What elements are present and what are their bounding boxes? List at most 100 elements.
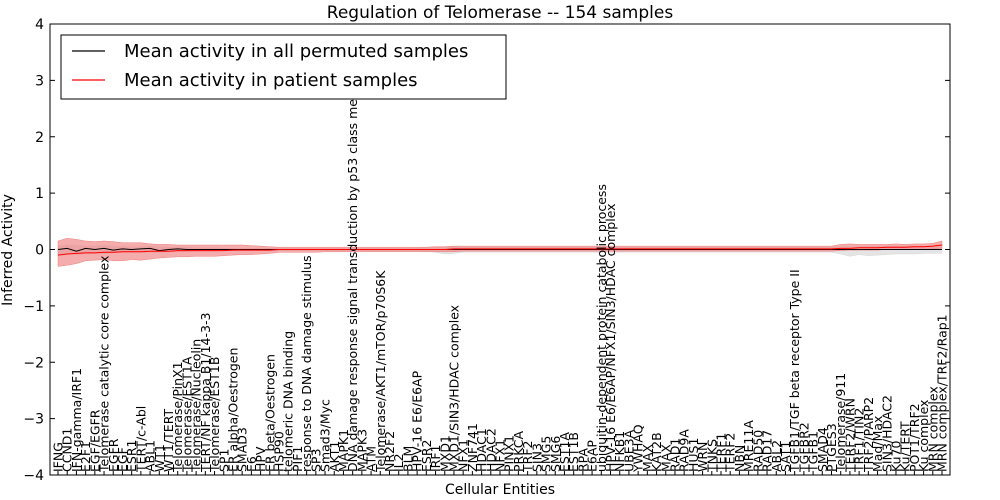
x-tick-label: MRN complex/TRF2/Rap1: [935, 314, 950, 472]
x-tick-label: TRF2/PARP2: [861, 397, 876, 473]
x-tick-label: POT1/TRF2: [907, 403, 922, 472]
x-tick-label: Ku70: [888, 441, 903, 472]
line-series-2: [57, 244, 943, 256]
legend-label-1: Mean activity in all permuted samples: [124, 41, 468, 62]
x-tick-label: ABL2: [769, 440, 784, 472]
chart-title: Regulation of Telomerase -- 154 samples: [327, 3, 674, 23]
x-tick-label: MRE11A: [741, 420, 756, 472]
x-tick-label: Telomerase/911: [833, 373, 848, 473]
x-axis: IFNGCCND1IFN-gamma/IRF1E2F1EGF/EGFRTelom…: [51, 61, 950, 475]
x-tick-label: SMAD4: [815, 427, 830, 472]
x-tick-label: HPV-16 E6/E6AP: [410, 370, 425, 472]
x-tick-label: NBN: [732, 445, 747, 472]
x-tick-label: ZNF741: [465, 423, 480, 472]
x-tick-label: SMAD3: [235, 427, 250, 472]
x-tick-label: CCND1: [60, 428, 75, 472]
x-tick-label: MAX: [658, 444, 673, 472]
x-tick-label: SIN3: [529, 443, 544, 472]
y-tick-label: 3: [35, 73, 44, 89]
x-tick-label: TGFB1/TGF beta receptor Type II: [787, 269, 802, 473]
x-tick-label: SIN3/HDAC2: [879, 395, 894, 472]
x-tick-label: TGFB1: [806, 431, 821, 473]
x-tick-label: Telomerase/EST1A: [179, 356, 194, 473]
x-tick-label: HDAC1: [474, 428, 489, 472]
x-tick-label: ATM: [364, 446, 379, 472]
x-tick-label: EST1A: [557, 432, 572, 472]
x-tick-label: RPA: [575, 448, 590, 472]
legend-box: [60, 34, 507, 100]
x-tick-label: ER alpha/Oestrogen: [225, 348, 240, 472]
x-tick-label: WT1: [152, 444, 167, 472]
x-tick-label: PRKCA: [511, 431, 526, 472]
x-tick-label: Mad/Max: [870, 416, 885, 472]
x-tick-label: MXD1: [437, 435, 452, 472]
x-tick-label: UBE3A: [621, 429, 636, 472]
x-tick-label: HSP90: [272, 431, 287, 472]
y-tick-label: 1: [35, 186, 44, 202]
x-tick-label: YWHAQ: [631, 424, 646, 473]
x-tick-label: MXD1/SIN3/HDAC complex: [446, 305, 461, 472]
y-tick-label: −3: [23, 412, 44, 428]
x-tick-label: EGFR: [106, 438, 121, 472]
x-tick-label: TERT/NF kappa B1/14-3-3: [198, 313, 213, 473]
x-tick-label: ubiquitin-dependent protein catabolic pr…: [594, 184, 609, 472]
x-tick-label: PIF1: [290, 446, 305, 472]
x-axis-label: Cellular Entities: [445, 482, 555, 498]
y-axis: −4 −3 −2 −1 0 1 2 3 4: [23, 17, 950, 484]
x-tick-label: Telomerase catalytic core complex: [97, 256, 112, 473]
x-tick-label: E6AP: [585, 440, 600, 472]
x-tick-label: Smad3/Myc: [318, 399, 333, 472]
x-tick-label: response to DNA damage stimulus: [299, 255, 314, 472]
x-tick-label: Telomerase/PinX1: [170, 361, 185, 473]
y-tick-label: 4: [35, 17, 44, 33]
x-tick-label: E6: [244, 456, 259, 472]
series-lines: [57, 244, 943, 256]
x-tick-label: EST1B: [566, 432, 581, 472]
x-tick-label: IRF1: [428, 444, 443, 472]
x-tick-label: RAD17: [760, 430, 775, 472]
x-tick-label: PTGES3: [824, 423, 839, 472]
x-tick-label: TERF2/WRN: [842, 398, 857, 473]
x-tick-label: TERF2: [723, 433, 738, 473]
line-series-1: [57, 247, 942, 252]
x-tick-label: Ku complex: [916, 400, 931, 472]
x-tick-label: NFKB1: [612, 431, 627, 472]
x-tick-label: Telomerase/Nucleolin: [189, 339, 204, 473]
x-tick-label: IFN-gamma/IRF1: [69, 368, 84, 472]
x-tick-label: TNKS: [704, 439, 719, 473]
x-tick-label: TERF1: [714, 433, 729, 473]
band-series-2: [57, 237, 943, 267]
x-tick-label: NFX1: [493, 439, 508, 472]
y-tick-label: 0: [35, 243, 44, 259]
y-axis-label: Inferred Activity: [0, 194, 16, 306]
confidence-bands: [57, 237, 943, 267]
x-tick-label: WRN: [695, 442, 710, 472]
x-tick-label: Ku/TERT: [898, 421, 913, 472]
x-tick-label: NFX1: [456, 439, 471, 472]
x-tick-label: MAPK3: [354, 429, 369, 472]
x-tick-label: AKT1: [327, 441, 342, 472]
x-tick-label: TGFBR2: [796, 422, 811, 473]
y-tick-label: 2: [35, 130, 44, 146]
y-tick-label: −2: [23, 355, 44, 371]
x-tick-label: ABL1: [143, 440, 158, 472]
x-tick-label: ESR1: [124, 440, 139, 472]
x-tick-label: SP1: [216, 449, 231, 472]
x-tick-label: DNA damage response signal transduction …: [345, 61, 360, 472]
x-tick-label: MAPK1: [336, 429, 351, 472]
x-tick-label: ER beta/Oestrogen: [262, 354, 277, 472]
x-tick-label: Telomerase/EST1B: [207, 357, 222, 473]
x-tick-label: TRF1/TIN2: [852, 408, 867, 473]
x-tick-label: RAD9A: [677, 429, 692, 472]
x-tick-label: TRF2: [520, 441, 535, 473]
x-tick-label: telomeric DNA binding: [281, 331, 296, 472]
x-tick-label: MRN complex: [925, 386, 940, 472]
x-tick-label: HPV: [253, 446, 268, 472]
y-tick-label: −1: [23, 299, 44, 315]
x-tick-label: EGF/EGFR: [87, 409, 102, 472]
x-tick-label: IFNG: [51, 442, 66, 472]
x-tick-label: E2F1: [78, 441, 93, 472]
x-tick-label: SMG6: [548, 436, 563, 472]
x-tick-label: RAD50: [750, 430, 765, 472]
